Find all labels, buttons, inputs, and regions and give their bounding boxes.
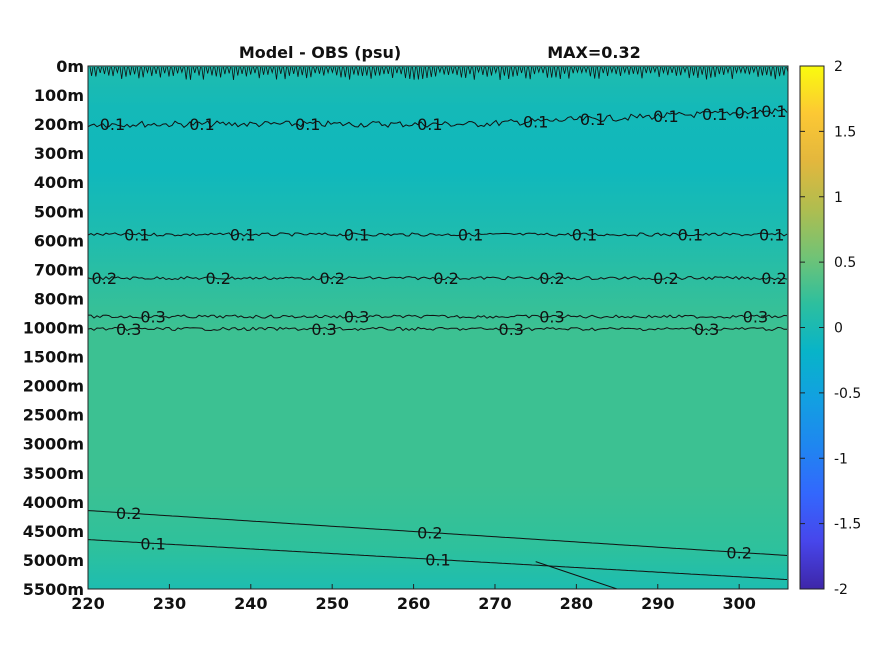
contour-label: 0.1 [425,551,450,570]
axes-frame [87,65,789,590]
y-tick-label: 300m [34,144,84,163]
contour-label: 0.1 [735,103,760,122]
contour-lines [88,66,788,589]
contour-line [88,510,788,556]
y-tick-label: 5500m [23,580,84,599]
y-tick-label: 100m [34,86,84,105]
x-tick-label: 260 [397,594,430,613]
contour-line [88,107,788,128]
y-tick-label: 800m [34,289,84,308]
contour-line [88,232,788,237]
contour-label: 0.3 [116,320,141,339]
contour-label: 0.1 [523,112,548,131]
y-tick-label: 3500m [23,464,84,483]
contour-label: 0.1 [653,107,678,126]
contour-label: 0.1 [100,115,125,134]
x-tick-label: 230 [153,594,186,613]
contour-label: 0.2 [726,543,751,562]
colorbar-ticks: 2 1.5 1 0.5 0 -0.5 -1 -1.5 -2 [800,59,861,598]
contour-label: 0.1 [417,115,442,134]
contour-label: 0.2 [92,269,117,288]
colorbar-tick-label: 1 [834,190,843,206]
y-tick-label: 1500m [23,348,84,367]
contour-label: 0.3 [140,308,165,327]
contour-label: 0.3 [499,320,524,339]
contour-label: 0.3 [539,308,564,327]
contour-line [88,539,788,580]
contour-line [535,561,618,589]
contour-label: 0.3 [344,308,369,327]
contour-label: 0.2 [417,524,442,543]
y-tick-label: 500m [34,202,84,221]
x-tick-label: 220 [71,594,104,613]
colorbar-tick-label: 0 [834,321,843,337]
contour-labels: 0.1 0.1 0.1 0.1 0.1 0.1 0.1 0.1 0.1 0.10.1 0.1 0.1 0… [92,102,787,570]
contour-label: 0.1 [230,226,255,245]
x-tick-label: 270 [478,594,511,613]
y-tick-label: 400m [34,173,84,192]
plot-area: 0.1 0.1 0.1 0.1 0.1 0.1 0.1 0.1 0.1 0.10.1 0.1 0.1 0… [87,65,789,590]
contour-label: 0.1 [761,102,786,121]
colorbar-tick-label: 0.5 [834,255,856,271]
contour-line [88,314,788,319]
contour-label: 0.2 [653,269,678,288]
y-tick-label: 5000m [23,551,84,570]
contour-label: 0.2 [206,269,231,288]
x-tick-label: 290 [641,594,674,613]
y-tick-label: 700m [34,260,84,279]
x-axis: 220 230 240 250 260 270 280 290 300 [71,584,756,613]
colorbar-tick-label: -1.5 [834,517,861,533]
contour-label: 0.1 [295,115,320,134]
chart-title: Model - OBS (psu) [239,43,401,62]
y-tick-label: 3000m [23,435,84,454]
contour-label: 0.1 [189,115,214,134]
contour-label: 0.3 [694,320,719,339]
colorbar-tick-label: -2 [834,582,848,598]
contour-label: 0.2 [319,269,344,288]
contour-label: 0.1 [124,226,149,245]
contour-line [88,275,788,281]
contour-surface-noise [89,66,788,80]
contour-line [88,326,788,332]
y-tick-label: 4500m [23,522,84,541]
colorbar: 2 1.5 1 0.5 0 -0.5 -1 -1.5 -2 [799,59,861,598]
x-tick-label: 240 [234,594,267,613]
contour-label: 0.1 [572,226,597,245]
y-tick-label: 600m [34,231,84,250]
contour-label: 0.2 [761,269,786,288]
contour-label: 0.1 [759,226,784,245]
y-tick-label: 4000m [23,493,84,512]
y-tick-label: 0m [56,57,84,76]
contour-label: 0.2 [539,269,564,288]
max-value-label: MAX=0.32 [547,43,641,62]
y-axis: 0m 100m 200m 300m 400m 500m 600m 700m 800m 1000m 1… [23,57,84,599]
colorbar-tick-label: -0.5 [834,386,861,402]
y-tick-label: 2000m [23,377,84,396]
contour-label: 0.1 [702,105,727,124]
x-tick-label: 280 [560,594,593,613]
y-tick-label: 2500m [23,406,84,425]
contour-label: 0.1 [344,226,369,245]
y-tick-label: 1000m [23,319,84,338]
contour-label: 0.1 [140,534,165,553]
contour-label: 0.2 [116,504,141,523]
contour-label: 0.3 [311,320,336,339]
contour-label: 0.1 [678,226,703,245]
x-tick-label: 250 [315,594,348,613]
colorbar-tick-label: 1.5 [834,124,856,140]
colorbar-tick-label: 2 [834,59,843,75]
contour-label: 0.1 [458,226,483,245]
x-tick-label: 300 [722,594,755,613]
contour-label: 0.3 [743,308,768,327]
colorbar-tick-label: -1 [834,451,848,467]
y-tick-label: 200m [34,115,84,134]
contour-label: 0.1 [580,110,605,129]
contour-label: 0.2 [433,269,458,288]
